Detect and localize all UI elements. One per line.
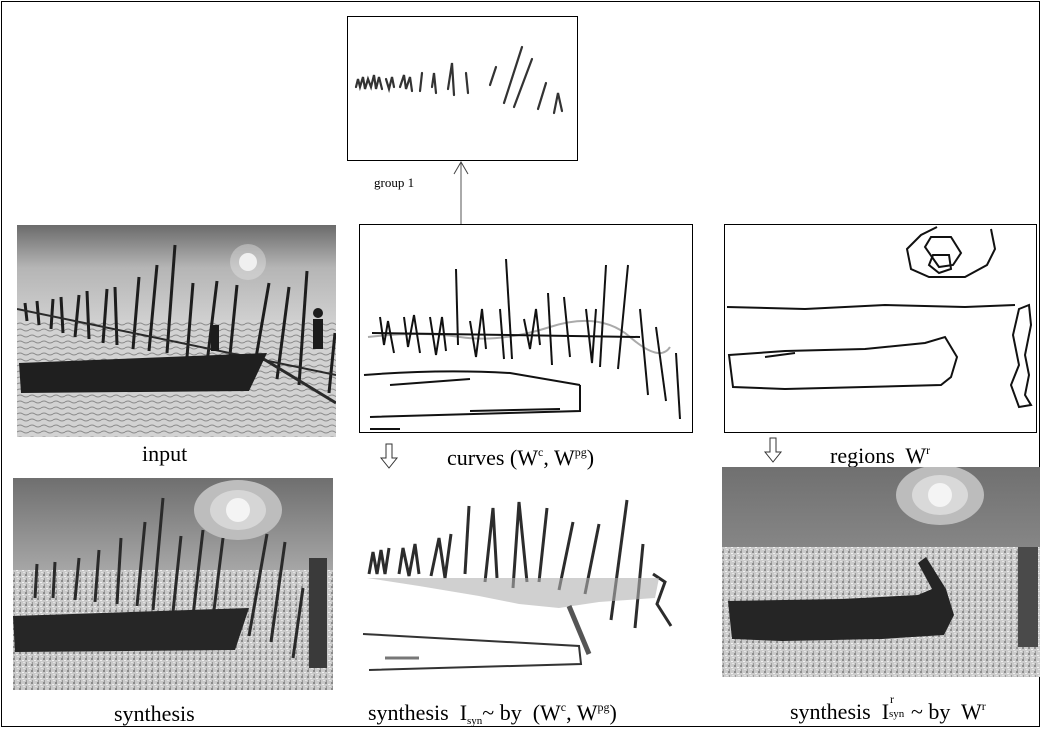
curves-caption-c: c [538,445,543,459]
syn3-caption-script: r syn [889,699,911,721]
regions-caption: regions Wr [830,444,930,467]
synthesis-regions-image [722,467,1040,677]
down-arrow-left [379,442,399,470]
syn3-caption-by: ~ by [911,699,950,724]
input-caption: input [142,443,187,465]
curves-panel [359,224,693,433]
syn2-caption-I: I [460,700,467,725]
regions-caption-text: regions [830,443,895,468]
syn3-caption-W: W [961,699,982,724]
curves-caption-pg: pg [575,445,587,459]
regions-sketch [725,225,1035,431]
synthesis-caption: synthesis [114,703,195,725]
syn3-caption-text: synthesis [790,699,871,724]
regions-caption-r: r [926,443,930,457]
syn2-caption-text: synthesis [368,700,449,725]
syn2-caption-W2: W [577,700,598,725]
syn3-caption-sub: syn [889,709,904,720]
syn3-caption-sup: r [890,693,894,705]
curves-sketch [360,225,691,431]
syn2-caption-pg: pg [598,700,610,714]
syn2-caption-by: ~ by [482,700,521,725]
curves-caption-W1: W [517,445,538,470]
down-arrow-right [763,436,783,464]
syn2-caption-c: c [561,700,566,714]
regions-caption-W: W [905,443,926,468]
syn2-caption-W1: W [540,700,561,725]
syn3-caption-I: I [882,699,889,724]
syn3-caption-r: r [982,699,986,713]
group-panel [347,16,578,161]
group-label: group 1 [374,176,414,189]
synthesis-curves-caption: synthesis Isyn~ by (Wc, Wpg) [368,701,617,727]
curves-caption-text: curves [447,445,504,470]
syn2-caption-sub: syn [467,715,482,727]
input-image [17,225,336,437]
group-strokes [348,17,576,159]
synthesis-curves-image [359,478,690,690]
regions-panel [724,224,1037,433]
synthesis-image [13,478,333,690]
curves-caption-W2: W [554,445,575,470]
curves-caption: curves (Wc, Wpg) [447,446,594,469]
